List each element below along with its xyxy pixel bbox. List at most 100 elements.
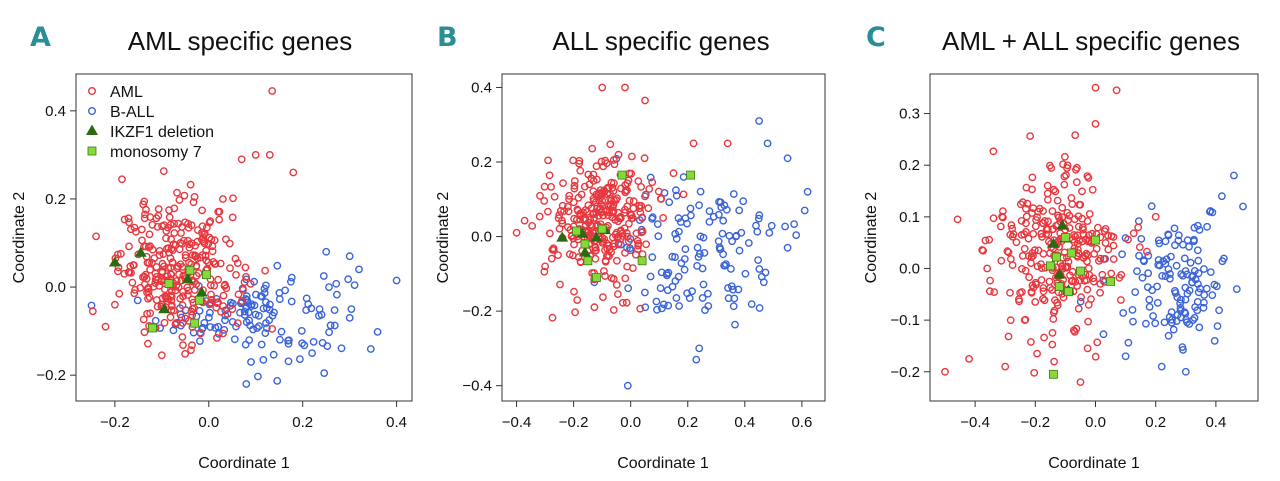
aml-point: [999, 213, 1007, 222]
ball-point: [761, 268, 770, 277]
aml-point: [564, 223, 572, 232]
aml-point: [1033, 349, 1042, 358]
ball-point: [261, 329, 270, 337]
x-tick-label: −0.4: [960, 414, 990, 431]
ball-point: [1180, 308, 1189, 316]
aml-point: [607, 178, 616, 187]
aml-point: [175, 270, 183, 279]
ball-point: [735, 206, 744, 215]
ball-point: [1176, 299, 1185, 308]
ball-point: [755, 117, 763, 125]
ball-point: [284, 339, 293, 348]
aml-point: [176, 310, 185, 319]
aml-point: [1043, 224, 1052, 233]
aml-point: [146, 309, 155, 318]
aml-point: [113, 250, 122, 259]
aml-point: [1020, 316, 1029, 324]
ball-point: [754, 214, 763, 223]
ball-point: [337, 344, 346, 353]
ball-point: [1167, 318, 1176, 327]
ball-point: [720, 261, 728, 270]
aml-point: [548, 245, 557, 254]
x-axis-label: Coordinate 1: [1048, 455, 1140, 472]
ball-point: [674, 272, 683, 281]
ball-point: [273, 261, 282, 270]
y-tick-label: 0.0: [45, 279, 66, 296]
aml-point: [1003, 247, 1012, 256]
aml-point: [207, 290, 215, 299]
y-axis-label: Coordinate 2: [11, 192, 28, 284]
aml-point: [603, 183, 612, 192]
aml-point: [983, 264, 992, 273]
aml-point: [181, 314, 190, 323]
aml-point: [1017, 216, 1026, 225]
ball-point: [755, 304, 764, 312]
aml-point: [190, 192, 199, 201]
aml-point: [941, 367, 949, 376]
aml-point: [145, 230, 154, 239]
ball-point: [317, 310, 326, 319]
aml-point: [221, 235, 230, 244]
aml-point: [1039, 294, 1047, 303]
aml-point: [1074, 304, 1083, 313]
ball-point: [1157, 362, 1166, 371]
aml-point: [560, 207, 568, 215]
aml-point: [177, 229, 185, 237]
ball-point: [653, 220, 662, 229]
ball-point: [652, 297, 661, 306]
ball-point: [1218, 192, 1226, 201]
ball-point: [729, 302, 738, 311]
aml-point: [212, 333, 221, 342]
ball-point: [646, 272, 655, 281]
aml-point: [175, 196, 184, 204]
aml-point: [1040, 333, 1049, 342]
ball-point: [1210, 336, 1219, 345]
aml-point: [187, 346, 195, 354]
y-axis-label: Coordinate 2: [435, 192, 452, 284]
aml-point: [1098, 270, 1107, 279]
aml-point: [146, 242, 155, 251]
ball-point: [1186, 258, 1195, 267]
ball-point: [1161, 259, 1170, 268]
ball-point: [695, 344, 704, 353]
aml-point: [289, 168, 298, 177]
aml-point: [192, 252, 200, 261]
ball-point: [700, 248, 709, 257]
aml-point: [183, 283, 192, 292]
aml-point: [145, 293, 154, 302]
ball-point: [1193, 306, 1202, 315]
aml-point: [1107, 269, 1116, 278]
ball-point: [242, 303, 251, 312]
ball-point: [664, 301, 673, 310]
panel-title: ALL specific genes: [552, 26, 769, 56]
aml-point: [152, 214, 161, 223]
aml-point: [128, 278, 137, 287]
aml-point: [115, 289, 124, 298]
aml-point: [1049, 185, 1058, 194]
aml-point: [172, 318, 181, 327]
aml-point: [233, 319, 242, 327]
y-tick-label: 0.0: [899, 260, 920, 277]
aml-point: [175, 245, 184, 254]
ball-point: [265, 305, 274, 314]
points-layer: [512, 83, 812, 390]
aml-point: [120, 215, 129, 224]
aml-point: [628, 152, 636, 161]
aml-point: [965, 354, 973, 363]
ball-point: [287, 297, 296, 306]
aml-point: [265, 150, 274, 159]
aml-point: [166, 313, 175, 322]
y-tick-label: −0.2: [890, 364, 920, 381]
ball-point: [677, 259, 686, 267]
aml-point: [151, 269, 160, 278]
aml-point: [1044, 217, 1052, 226]
monosomy7-point: [1067, 248, 1076, 258]
aml-point: [170, 219, 179, 228]
aml-point: [657, 194, 666, 203]
aml-point: [1028, 173, 1037, 182]
aml-point: [633, 236, 642, 245]
aml-point: [1004, 332, 1013, 341]
aml-point: [1018, 264, 1026, 273]
aml-point: [1085, 210, 1094, 218]
aml-point: [636, 304, 645, 313]
